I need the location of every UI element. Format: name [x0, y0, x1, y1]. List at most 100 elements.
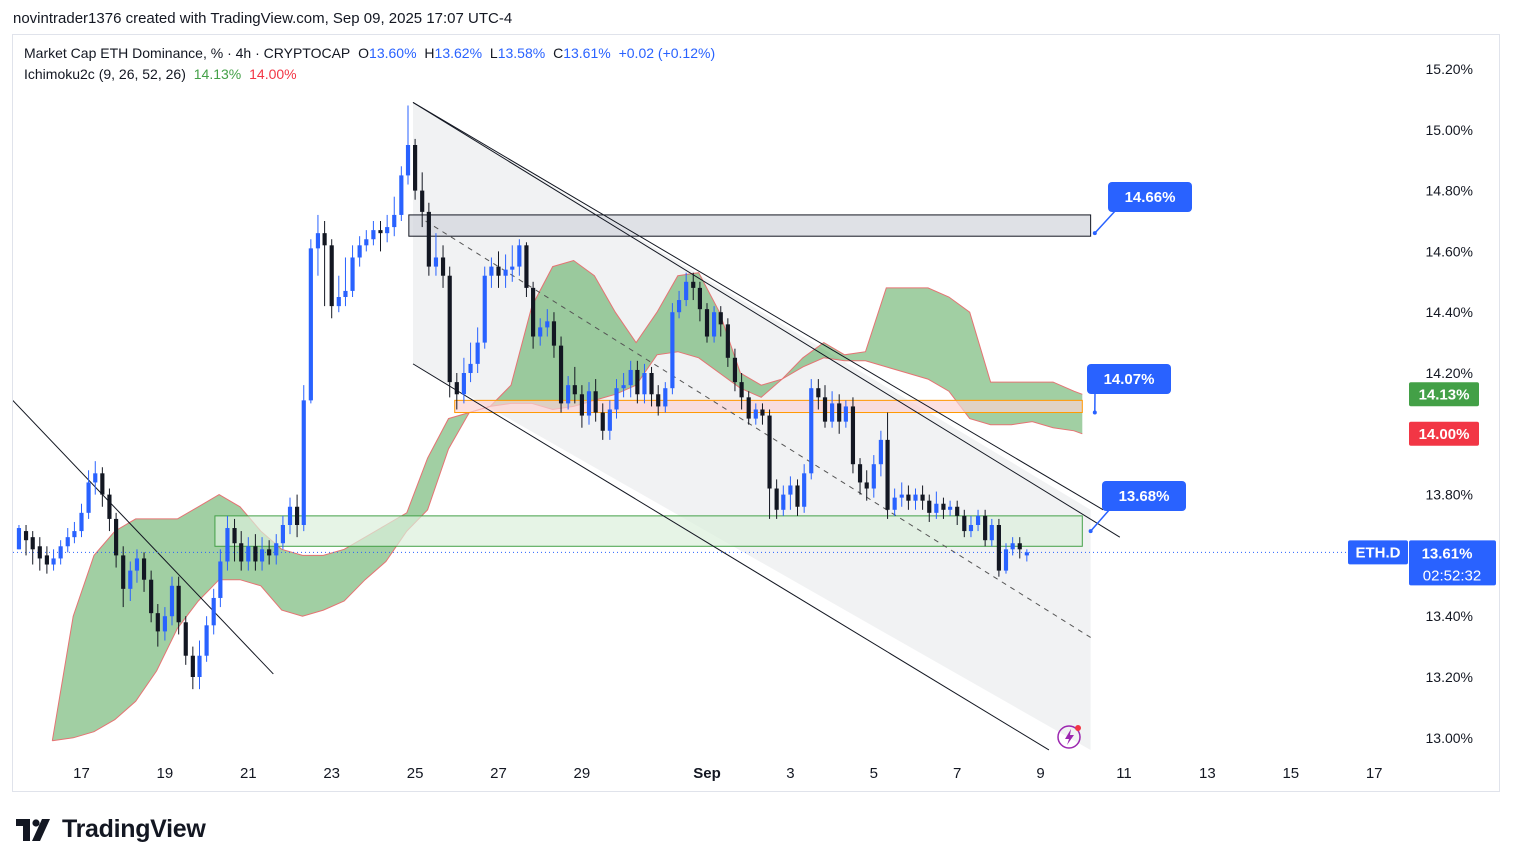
candle[interactable]: [996, 518, 1001, 577]
candle[interactable]: [461, 357, 466, 404]
candle[interactable]: [593, 379, 598, 422]
candle[interactable]: [676, 290, 682, 319]
candle[interactable]: [246, 537, 251, 571]
candles[interactable]: [16, 105, 1029, 690]
candle[interactable]: [781, 485, 786, 516]
candle[interactable]: [830, 391, 835, 428]
candle[interactable]: [892, 488, 897, 516]
candle[interactable]: [267, 540, 272, 565]
candle[interactable]: [983, 509, 988, 547]
candle[interactable]: [920, 485, 925, 510]
candle[interactable]: [204, 616, 209, 662]
candle[interactable]: [1017, 537, 1022, 559]
candle[interactable]: [176, 576, 181, 635]
callout-13.68%[interactable]: 13.68%: [1088, 481, 1186, 534]
candle[interactable]: [44, 546, 49, 574]
candle[interactable]: [955, 500, 960, 525]
candle[interactable]: [72, 521, 77, 544]
candle[interactable]: [934, 491, 939, 519]
candle[interactable]: [850, 397, 856, 474]
candle[interactable]: [649, 366, 654, 407]
candle[interactable]: [357, 236, 362, 267]
candle[interactable]: [121, 546, 126, 608]
candle[interactable]: [802, 464, 807, 513]
candle[interactable]: [440, 245, 446, 288]
candle[interactable]: [725, 318, 730, 367]
candle[interactable]: [426, 202, 431, 276]
candle[interactable]: [51, 549, 56, 571]
callout-14.66%[interactable]: 14.66%: [1092, 182, 1192, 236]
candle[interactable]: [586, 382, 592, 425]
candle[interactable]: [496, 251, 501, 288]
candle[interactable]: [37, 537, 42, 571]
candle[interactable]: [816, 379, 821, 410]
candle[interactable]: [183, 616, 188, 665]
candle[interactable]: [753, 403, 758, 425]
candle[interactable]: [385, 214, 390, 243]
candle[interactable]: [913, 488, 918, 510]
candle[interactable]: [837, 394, 842, 434]
plot-area[interactable]: [13, 102, 1408, 751]
candle[interactable]: [107, 488, 112, 532]
candle[interactable]: [322, 221, 327, 307]
candle[interactable]: [795, 479, 800, 516]
candle[interactable]: [86, 470, 91, 519]
symbol-tag[interactable]: ETH.D: [1348, 540, 1408, 565]
candle[interactable]: [906, 485, 911, 510]
candle[interactable]: [843, 400, 848, 428]
candle[interactable]: [621, 373, 626, 398]
candle[interactable]: [128, 561, 133, 601]
candle[interactable]: [697, 281, 702, 322]
candle[interactable]: [141, 552, 147, 592]
candle[interactable]: [392, 196, 397, 237]
candle[interactable]: [684, 272, 689, 307]
candle[interactable]: [558, 336, 564, 413]
candle[interactable]: [162, 607, 167, 641]
candle[interactable]: [871, 455, 876, 498]
candle[interactable]: [350, 245, 355, 297]
channel-midline[interactable]: [425, 220, 1091, 638]
candle[interactable]: [399, 166, 404, 221]
candle[interactable]: [1024, 549, 1029, 562]
candle[interactable]: [885, 412, 890, 519]
candle[interactable]: [315, 214, 321, 276]
candle[interactable]: [642, 363, 647, 404]
candle[interactable]: [295, 494, 300, 538]
candle[interactable]: [809, 379, 814, 480]
candle[interactable]: [566, 376, 571, 410]
trendline-channel-bottom[interactable]: [412, 363, 1050, 751]
candle[interactable]: [100, 467, 105, 507]
candle[interactable]: [23, 525, 29, 556]
candle[interactable]: [857, 458, 863, 495]
candle[interactable]: [58, 540, 63, 565]
callout-14.07%[interactable]: 14.07%: [1087, 364, 1171, 415]
candle[interactable]: [134, 549, 140, 583]
candle[interactable]: [878, 430, 883, 477]
candle[interactable]: [968, 515, 974, 538]
candle[interactable]: [572, 366, 577, 404]
zone-support[interactable]: [214, 515, 1083, 547]
candle[interactable]: [732, 348, 738, 392]
last-price-tag[interactable]: 13.61% 02:52:32: [1409, 540, 1496, 586]
candle[interactable]: [149, 570, 154, 623]
indicator-price-tag[interactable]: 14.13%: [1409, 382, 1479, 407]
candle[interactable]: [531, 281, 536, 349]
tradingview-logo[interactable]: TradingView: [16, 815, 206, 844]
candle[interactable]: [607, 400, 612, 440]
trendline-channel-top-a[interactable]: [412, 102, 1104, 511]
indicator-legend[interactable]: Ichimoku2c (9, 26, 52, 26) 14.13% 14.00%: [24, 66, 301, 82]
candle[interactable]: [239, 531, 244, 571]
candle[interactable]: [510, 245, 515, 282]
candle[interactable]: [169, 576, 175, 626]
candle[interactable]: [16, 525, 22, 550]
zone-mid[interactable]: [454, 399, 1083, 414]
candle[interactable]: [579, 385, 584, 428]
candle[interactable]: [899, 482, 904, 507]
candle[interactable]: [948, 500, 953, 516]
candle[interactable]: [225, 515, 230, 571]
candle[interactable]: [197, 640, 202, 690]
candle[interactable]: [155, 604, 160, 647]
candle[interactable]: [287, 497, 293, 535]
candle[interactable]: [308, 239, 313, 404]
